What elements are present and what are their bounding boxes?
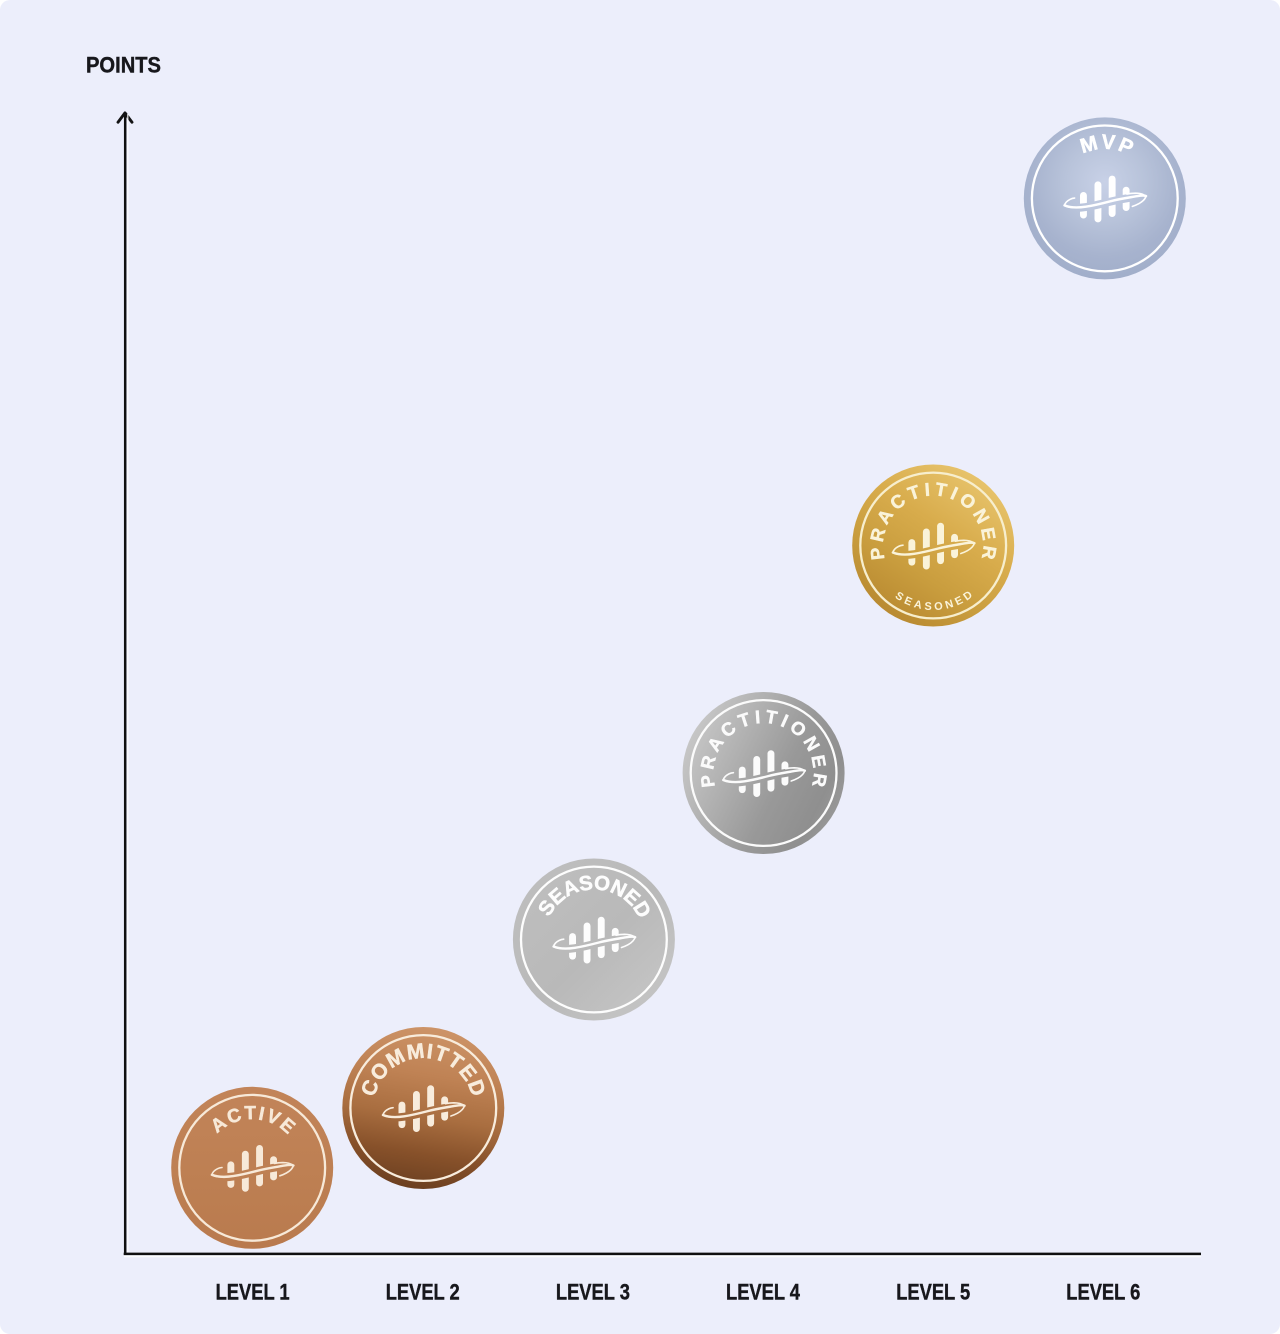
svg-text:LEVEL 5: LEVEL 5 [896,1280,970,1305]
svg-text:LEVEL 3: LEVEL 3 [556,1280,630,1305]
svg-text:LEVEL 6: LEVEL 6 [1066,1280,1140,1305]
svg-text:POINTS: POINTS [86,53,161,78]
svg-text:LEVEL 2: LEVEL 2 [386,1280,460,1305]
svg-text:LEVEL 1: LEVEL 1 [216,1280,290,1305]
svg-text:LEVEL 4: LEVEL 4 [726,1280,801,1305]
